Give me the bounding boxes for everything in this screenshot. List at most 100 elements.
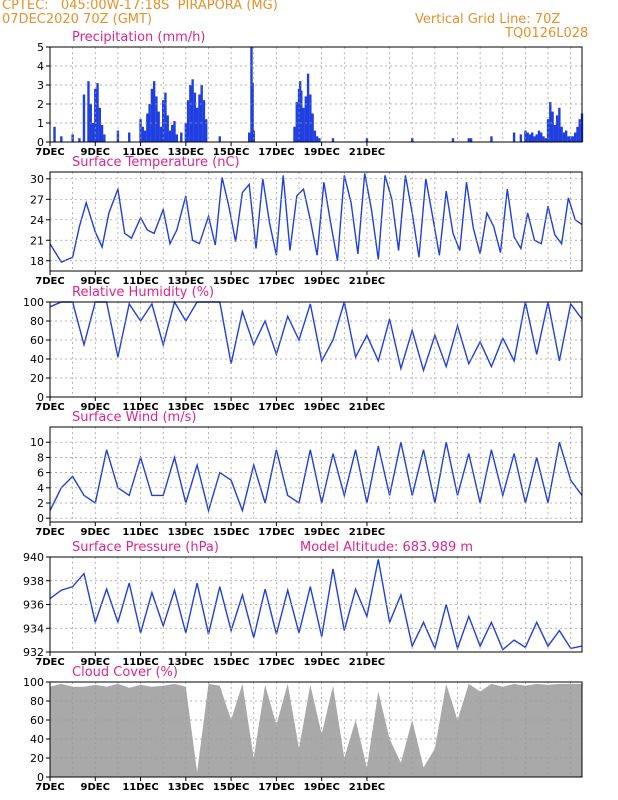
precip-bar [152, 81, 156, 142]
x-tick-label: 19DEC [303, 147, 339, 158]
precip-bar [537, 130, 541, 142]
precip-bar [469, 138, 473, 142]
x-tick-label: 9DEC [81, 782, 110, 793]
y-tick-label: 2 [37, 98, 44, 111]
plot-frame [49, 681, 583, 778]
precip-bar [311, 113, 314, 142]
precip-bar [252, 130, 255, 142]
panel-title: Cloud Cover (%) [72, 665, 178, 680]
precip-bar [542, 136, 545, 142]
y-tick-label: 932 [23, 646, 44, 659]
precip-bar [578, 119, 581, 142]
x-tick-label: 13DEC [168, 276, 204, 287]
y-tick-label: 20 [30, 372, 44, 385]
rh-line [49, 300, 583, 373]
y-tick-label: 80 [30, 695, 44, 708]
precip-bar [191, 79, 194, 142]
x-tick-label: 21DEC [349, 782, 385, 793]
y-tick-label: 1 [37, 117, 44, 130]
precip-bar [198, 94, 201, 142]
x-tick-label: 9DEC [81, 147, 110, 158]
header-location: CPTEC: 045:00W-17:18S PIRAPORA (MG) [2, 0, 278, 13]
precip-bar [467, 138, 471, 142]
precip-bar [171, 124, 174, 142]
y-tick-label: 60 [30, 334, 44, 347]
x-tick-label: 21DEC [349, 147, 385, 158]
x-tick-label: 13DEC [168, 782, 204, 793]
precip-bar [189, 85, 192, 142]
x-tick-label: 11DEC [122, 402, 158, 413]
y-tick-label: 24 [30, 214, 44, 227]
x-tick-label: 11DEC [122, 782, 158, 793]
panel-title: Surface Wind (m/s) [72, 410, 196, 425]
x-tick-label: 15DEC [213, 782, 249, 793]
x-tick-label: 21DEC [349, 657, 385, 668]
precip-bar [155, 96, 158, 142]
precip-bar [530, 132, 534, 142]
x-tick-label: 19DEC [303, 782, 339, 793]
x-tick-label: 9DEC [81, 276, 110, 287]
x-tick-label: 11DEC [122, 147, 158, 158]
precip-bar [180, 132, 183, 142]
precip-bar [302, 107, 305, 142]
precip-bar [251, 83, 254, 142]
y-tick-label: 934 [23, 622, 44, 635]
panel-cloud: 0 20 40 60 80 100 7DEC 9DEC 11DEC 13DEC 15DEC 17DEC… [23, 665, 583, 793]
plot-frame [49, 301, 583, 398]
y-tick-label: 6 [37, 467, 44, 480]
precip-bar [304, 96, 308, 142]
precip-bar [315, 136, 319, 142]
precip-bar [528, 134, 532, 142]
x-tick-label: 9DEC [81, 402, 110, 413]
precip-bar [451, 138, 455, 142]
precip-bar [411, 138, 414, 142]
precip-bar [60, 136, 63, 142]
y-tick-label: 940 [23, 551, 44, 564]
panel-rh: 0 20 40 60 80 100 7DEC 9DEC 11DEC 13DEC 15DEC 17DEC… [23, 285, 583, 413]
y-tick-label: 20 [30, 752, 44, 765]
plot-frame [49, 426, 583, 523]
precip-bar [526, 132, 529, 142]
precip-bar [293, 126, 296, 142]
precip-bar [175, 134, 178, 142]
precip-bar [91, 123, 95, 142]
precip-bar [166, 115, 169, 142]
panel-temp: 18 21 24 27 30 7DEC 9DEC 11DEC 13DEC 15DEC 17DEC 19… [30, 155, 583, 287]
precip-bar [82, 94, 86, 142]
precip-bar [524, 130, 527, 142]
precip-bar [168, 130, 172, 142]
precip-bar [218, 136, 221, 142]
x-tick-label: 9DEC [81, 527, 110, 538]
x-tick-label: 21DEC [349, 527, 385, 538]
cloud-cover-area [50, 683, 582, 777]
x-tick-label: 7DEC [35, 147, 64, 158]
x-tick-label: 13DEC [168, 147, 204, 158]
precip-bar [555, 115, 559, 142]
x-tick-label: 7DEC [35, 527, 64, 538]
precip-bar [94, 88, 97, 142]
x-tick-label: 17DEC [258, 527, 294, 538]
plot-frame [49, 171, 583, 272]
x-tick-label: 19DEC [303, 276, 339, 287]
y-tick-label: 60 [30, 714, 44, 727]
precip-bar [365, 138, 369, 142]
x-tick-label: 21DEC [349, 402, 385, 413]
pres-line [49, 559, 583, 651]
x-tick-label: 11DEC [122, 276, 158, 287]
precip-bar [200, 85, 203, 142]
precip-bar [164, 92, 167, 142]
precip-bar [128, 132, 131, 142]
x-tick-label: 17DEC [258, 147, 294, 158]
y-tick-label: 80 [30, 315, 44, 328]
x-tick-label: 19DEC [303, 402, 339, 413]
model-altitude: Model Altitude: 683.989 m [300, 540, 473, 555]
precip-bar [195, 107, 199, 142]
header-run-date: 07DEC2020 70Z (GMT) [2, 12, 153, 27]
x-tick-label: 15DEC [213, 402, 249, 413]
precip-bar [146, 113, 149, 142]
y-tick-label: 21 [30, 234, 44, 247]
x-tick-label: 19DEC [303, 657, 339, 668]
y-tick-label: 0 [37, 512, 44, 525]
precip-bar [78, 138, 81, 142]
